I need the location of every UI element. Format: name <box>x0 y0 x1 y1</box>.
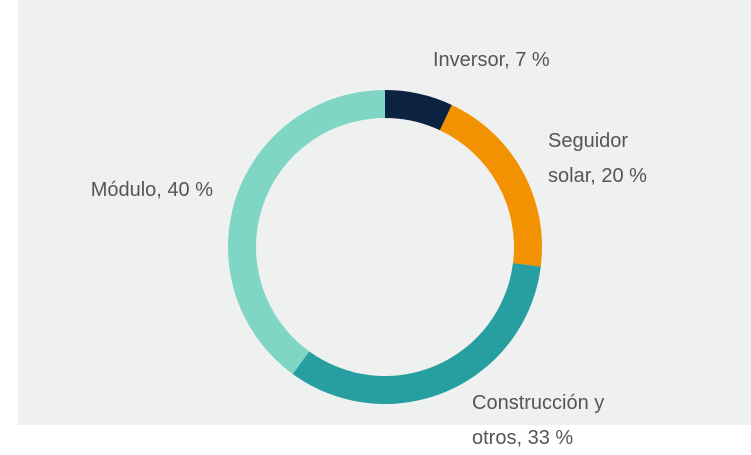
data-label-line: Seguidor <box>548 130 628 152</box>
donut-slice <box>385 90 452 131</box>
data-label-line: Inversor, 7 % <box>433 49 550 71</box>
donut-slice <box>439 104 542 267</box>
data-label: Construcción y otros, 33 % <box>472 392 604 449</box>
data-label-line: Construcción y <box>472 392 604 414</box>
data-label-line: solar, 20 % <box>548 165 647 187</box>
data-label-line: otros, 33 % <box>472 427 573 449</box>
data-label: Módulo, 40 % <box>91 179 214 201</box>
donut-slice <box>228 90 385 375</box>
data-label: Seguidor solar, 20 % <box>548 130 647 187</box>
data-label: Inversor, 7 % <box>433 49 550 71</box>
background <box>18 0 751 425</box>
donut-slice <box>292 263 541 404</box>
data-label-line: Módulo, 40 % <box>91 179 214 201</box>
